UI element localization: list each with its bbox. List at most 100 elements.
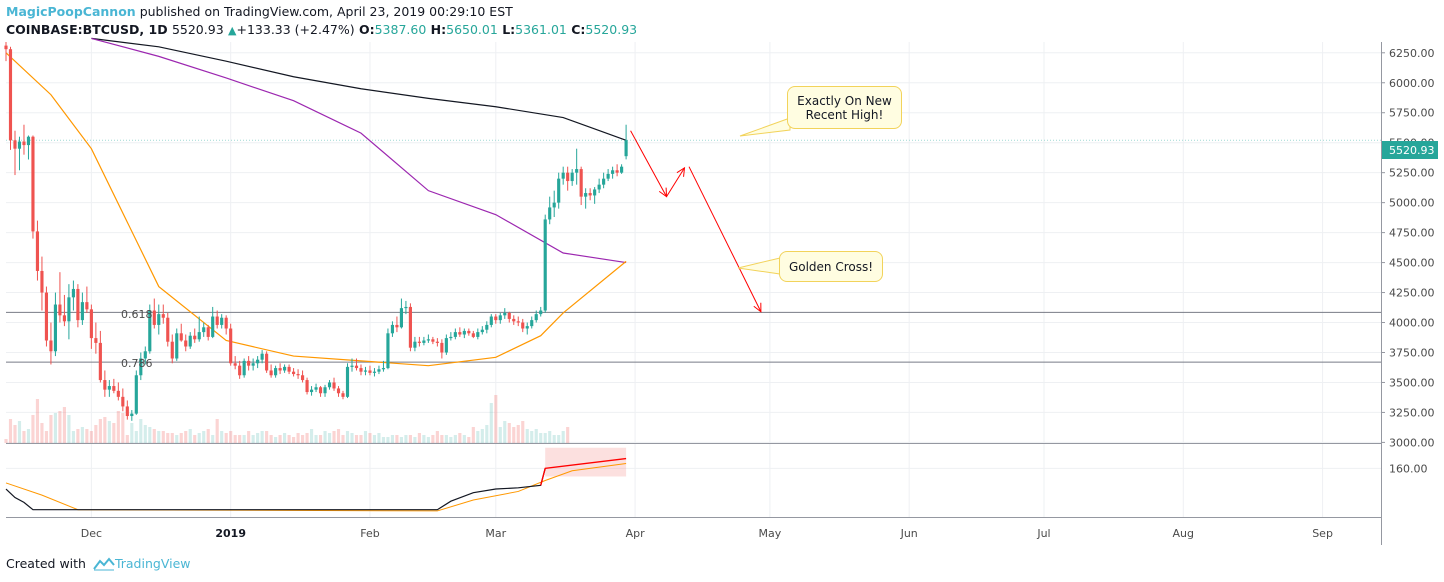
candle-body	[80, 302, 84, 321]
volume-bar	[26, 429, 31, 443]
volume-bar	[296, 433, 300, 443]
author-link[interactable]: MagicPoopCannon	[6, 4, 136, 19]
volume-bar	[49, 415, 53, 443]
volume-bar	[525, 429, 529, 443]
candle-body	[570, 172, 574, 182]
volume-bar	[489, 403, 493, 443]
volume-bar	[22, 431, 26, 443]
price-tick-label: 5250.00	[1389, 167, 1435, 180]
volume-bar	[539, 433, 543, 443]
volume-bar	[323, 431, 327, 443]
volume-bar	[566, 427, 570, 443]
candle-body	[386, 333, 390, 369]
grid-lines	[6, 42, 1381, 517]
volume-bar	[251, 435, 255, 443]
candle-body	[372, 371, 377, 373]
candle-body	[242, 360, 246, 376]
volume-bar	[265, 431, 269, 443]
volume-bar	[534, 429, 538, 443]
volume-bar	[372, 435, 377, 443]
candle-body	[368, 370, 372, 373]
volume-bar	[431, 435, 435, 443]
volume-bar	[327, 433, 332, 443]
candle-body	[274, 368, 278, 376]
candle-body	[399, 308, 403, 328]
candle-body	[296, 374, 300, 376]
candle-body	[516, 321, 520, 323]
candle-body	[458, 332, 462, 335]
volume-bar	[332, 431, 336, 443]
up-triangle-icon: ▲	[228, 24, 237, 37]
volume-bar	[345, 431, 350, 443]
candle-body	[71, 288, 75, 298]
volume-bar	[368, 433, 372, 443]
volume-bar	[435, 431, 439, 443]
volume-bars	[4, 395, 570, 443]
candle-body	[224, 317, 228, 329]
forecast-arrow-head	[658, 187, 668, 198]
volume-bar	[233, 435, 237, 443]
candle-body	[584, 193, 588, 197]
candle-body	[152, 310, 156, 325]
candle-body	[260, 353, 264, 360]
candle-body	[498, 315, 502, 321]
candle-body	[265, 353, 269, 371]
time-tick-label: Aug	[1173, 527, 1194, 540]
candle-body	[489, 316, 493, 325]
volume-bar	[413, 437, 417, 443]
volume-bar	[552, 435, 556, 443]
time-tick-label: Sep	[1312, 527, 1333, 540]
volume-bar	[381, 437, 386, 443]
moving-average-line	[5, 52, 627, 367]
time-tick-label: Jul	[1036, 527, 1050, 540]
time-tick-label: 2019	[215, 527, 246, 540]
volume-bar	[229, 431, 233, 443]
indicator-signal-line	[5, 462, 627, 512]
volume-bar	[386, 437, 390, 443]
time-tick-label: Feb	[360, 527, 379, 540]
volume-bar	[80, 427, 84, 443]
candle-body	[134, 375, 138, 414]
symbol-label[interactable]: COINBASE:BTCUSD, 1D	[6, 22, 168, 37]
candle-body	[467, 330, 471, 334]
candle-body	[166, 317, 170, 342]
callout-new-high[interactable]: Exactly On New Recent High!	[787, 86, 902, 129]
candle-body	[494, 316, 498, 321]
volume-bar	[134, 431, 138, 443]
candle-body	[435, 341, 439, 343]
indicator-main-line	[5, 468, 546, 511]
candle-body	[121, 396, 125, 407]
candle-body	[238, 365, 242, 376]
candle-body	[440, 342, 444, 353]
volume-bar	[107, 421, 111, 443]
volume-bar	[170, 433, 174, 443]
candle-body	[305, 380, 309, 393]
volume-bar	[467, 437, 471, 443]
candle-body	[170, 341, 174, 359]
candle-body	[323, 387, 327, 394]
volume-bar	[71, 431, 75, 443]
indicator-main-line-highlight	[540, 457, 627, 486]
volume-bar	[139, 419, 143, 443]
candle-body	[17, 141, 22, 149]
candle-body	[251, 363, 255, 366]
price-tick-label: 4250.00	[1389, 287, 1435, 300]
price-tick-label: 3500.00	[1389, 376, 1435, 389]
candle-body	[98, 342, 102, 381]
open-value: 5387.60	[374, 22, 427, 37]
tradingview-brand-link[interactable]: TradingView	[114, 556, 191, 571]
candle-body	[480, 329, 484, 333]
callout-golden-cross[interactable]: Golden Cross!	[779, 251, 883, 282]
candle-body	[341, 393, 345, 397]
candle-body	[125, 406, 129, 417]
forecast-arrow	[666, 167, 685, 197]
candle-body	[534, 314, 538, 321]
candle-body	[148, 310, 152, 352]
candle-body	[552, 202, 556, 208]
candle-body	[44, 292, 49, 341]
candle-body	[363, 370, 368, 372]
volume-bar	[238, 435, 242, 443]
time-tick-label: Jun	[900, 527, 918, 540]
candle-body	[462, 330, 466, 335]
